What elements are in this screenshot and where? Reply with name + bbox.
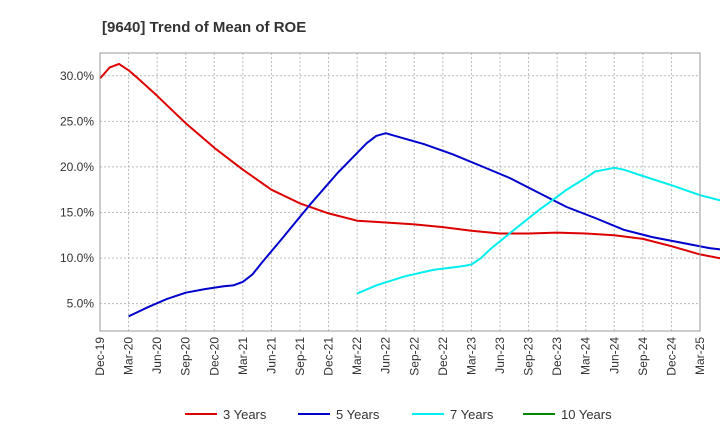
x-tick-label: Mar-21 (236, 337, 250, 375)
x-tick-label: Jun-22 (379, 337, 393, 374)
x-tick-label: Mar-25 (693, 337, 707, 375)
y-tick-label: 15.0% (60, 206, 94, 220)
x-tick-label: Jun-23 (493, 337, 507, 374)
legend-label: 5 Years (336, 407, 380, 422)
x-tick-label: Sep-20 (179, 337, 193, 376)
series-lines (99, 62, 720, 318)
x-tick-label: Jun-24 (607, 337, 621, 374)
x-tick-label: Mar-23 (464, 337, 478, 375)
series-line-5-years (128, 132, 720, 318)
series-line-3-years (99, 62, 720, 260)
x-tick-label: Mar-22 (350, 337, 364, 375)
legend-label: 3 Years (223, 407, 267, 422)
y-tick-label: 5.0% (67, 297, 95, 311)
x-tick-label: Mar-20 (122, 337, 136, 375)
x-tick-label: Dec-19 (93, 337, 107, 376)
y-tick-label: 30.0% (60, 69, 94, 83)
grid-lines (100, 53, 700, 331)
series-line-7-years (356, 166, 720, 295)
plot-area (99, 52, 701, 332)
y-tick-label: 10.0% (60, 251, 94, 265)
x-tick-label: Jun-20 (150, 337, 164, 374)
legend-label: 10 Years (561, 407, 612, 422)
x-tick-label: Dec-24 (664, 337, 678, 376)
x-tick-label: Dec-20 (207, 337, 221, 376)
x-tick-label: Mar-24 (579, 337, 593, 375)
x-tick-label: Dec-23 (550, 337, 564, 376)
x-tick-label: Sep-24 (636, 337, 650, 376)
x-tick-label: Sep-21 (293, 337, 307, 376)
y-tick-label: 25.0% (60, 114, 94, 128)
y-tick-label: 20.0% (60, 160, 94, 174)
x-tick-label: Sep-22 (407, 337, 421, 376)
x-tick-label: Dec-22 (436, 337, 450, 376)
y-axis-ticks: 5.0% 10.0% 15.0% 20.0% 25.0% 30.0% (60, 69, 94, 311)
legend: 3 Years 5 Years 7 Years 10 Years (185, 407, 612, 422)
x-tick-label: Dec-21 (322, 337, 336, 376)
x-tick-label: Jun-21 (264, 337, 278, 374)
x-tick-label: Sep-23 (522, 337, 536, 376)
legend-label: 7 Years (450, 407, 494, 422)
x-axis-ticks: Dec-19 Mar-20 Jun-20 Sep-20 Dec-20 Mar-21 Jun-… (93, 337, 707, 376)
chart-title: [9640] Trend of Mean of ROE (102, 19, 306, 36)
